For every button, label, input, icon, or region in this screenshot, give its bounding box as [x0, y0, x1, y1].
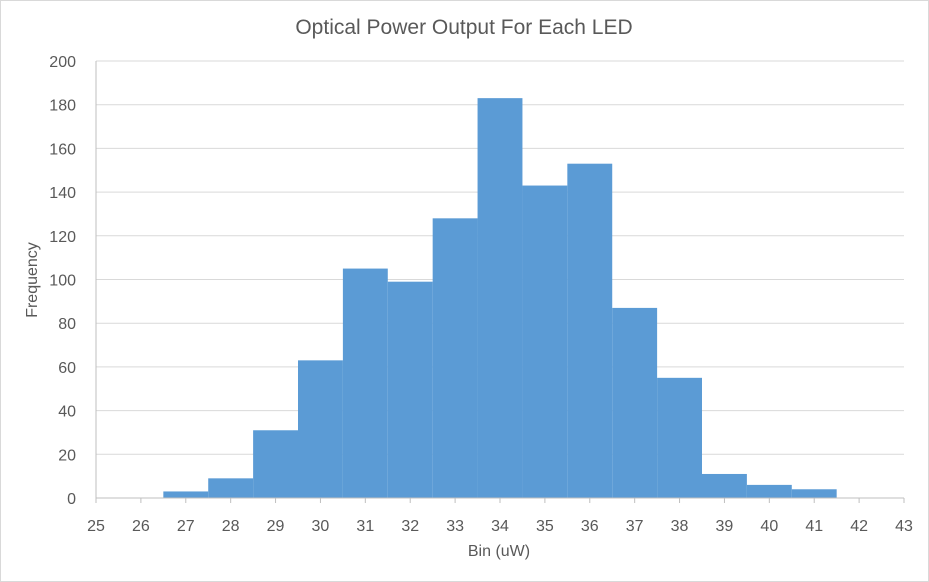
x-tick-label: 38 — [671, 518, 689, 535]
y-tick-label: 180 — [49, 98, 76, 115]
axes — [95, 61, 905, 503]
y-tick-label: 200 — [49, 54, 76, 71]
histogram-bar — [567, 163, 613, 498]
y-tick-label: 60 — [58, 360, 76, 377]
x-tick-label: 28 — [222, 518, 240, 535]
x-tick-label: 39 — [716, 518, 734, 535]
x-tick-label: 35 — [536, 518, 554, 535]
x-tick-label: 32 — [401, 518, 419, 535]
x-tick-label: 41 — [805, 518, 823, 535]
histogram-bar — [342, 268, 388, 498]
x-tick-label: 37 — [626, 518, 644, 535]
y-tick-label: 0 — [67, 491, 76, 508]
y-axis-title: Frequency — [24, 242, 41, 318]
x-tick-label: 25 — [87, 518, 105, 535]
histogram-bar — [477, 98, 523, 499]
y-tick-label: 120 — [49, 229, 76, 246]
histogram-bar — [208, 478, 254, 498]
y-tick-label: 80 — [58, 316, 76, 333]
x-tick-label: 34 — [491, 518, 509, 535]
x-tick-label: 42 — [850, 518, 868, 535]
x-tick-label: 29 — [267, 518, 285, 535]
y-tick-label: 100 — [49, 273, 76, 290]
x-tick-label: 40 — [760, 518, 778, 535]
x-tick-label: 26 — [132, 518, 150, 535]
histogram-bar — [298, 360, 343, 498]
histogram-bar — [163, 491, 209, 498]
x-tick-label: 36 — [581, 518, 599, 535]
histogram-bar — [432, 218, 478, 498]
histogram-bar — [387, 281, 433, 498]
x-tick-label: 27 — [177, 518, 195, 535]
histogram-bar — [253, 430, 298, 498]
chart-title: Optical Power Output For Each LED — [295, 16, 632, 39]
histogram-bar — [791, 489, 837, 498]
histogram-bar — [612, 307, 658, 498]
x-tick-labels: 25 26 27 28 29 30 31 32 33 34 35 36 37 38 39 40 41 42 43 — [87, 518, 913, 535]
x-tick-label: 31 — [356, 518, 374, 535]
y-tick-label: 20 — [58, 447, 76, 464]
bars — [163, 98, 837, 499]
x-tick-label: 43 — [895, 518, 913, 535]
histogram-bar — [746, 484, 792, 498]
y-tick-label: 160 — [49, 141, 76, 158]
histogram-bar — [657, 377, 702, 498]
x-axis-title: Bin (uW) — [468, 543, 530, 560]
y-tick-labels: 0 20 40 60 80 100 120 140 160 180 200 — [49, 54, 76, 508]
x-tick-label: 33 — [446, 518, 464, 535]
y-tick-label: 140 — [49, 185, 76, 202]
y-tick-label: 40 — [58, 404, 76, 421]
x-tick-label: 30 — [312, 518, 330, 535]
histogram-bar — [522, 185, 568, 499]
histogram-bar — [702, 473, 747, 498]
